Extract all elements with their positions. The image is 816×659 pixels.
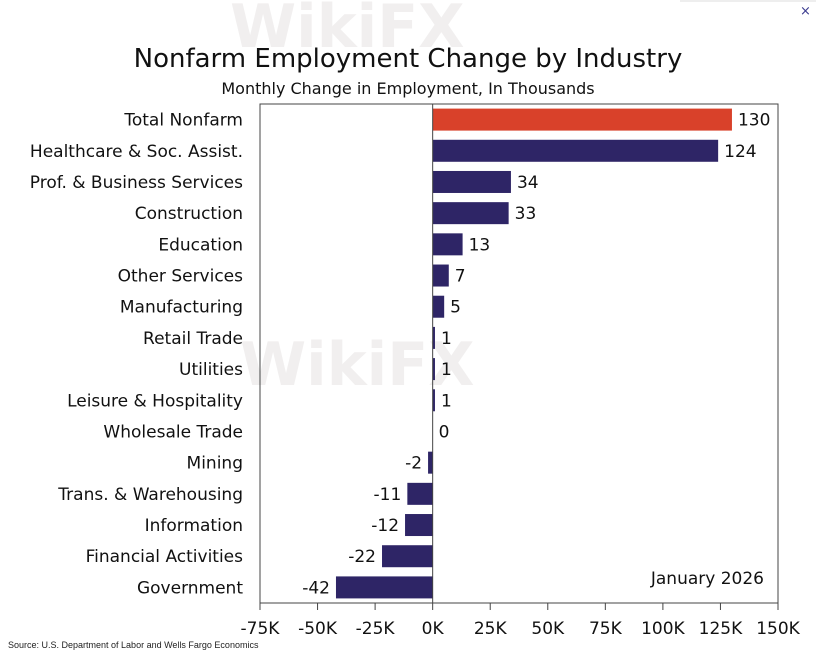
x-tick-label: 75K — [589, 619, 623, 639]
x-tick-label: -75K — [241, 619, 281, 639]
data-label: 1 — [441, 329, 452, 349]
category-label: Prof. & Business Services — [30, 173, 243, 193]
category-label: Leisure & Hospitality — [67, 391, 243, 411]
date-annotation: January 2026 — [650, 569, 764, 589]
bar-utilities — [432, 358, 435, 381]
x-tick-label: 125K — [699, 619, 743, 639]
x-tick-label: 25K — [474, 619, 508, 639]
category-label: Healthcare & Soc. Assist. — [30, 142, 243, 162]
data-label: 0 — [439, 422, 450, 442]
watermark: WikiFX — [230, 0, 465, 62]
data-label: -22 — [348, 547, 376, 567]
category-label: Information — [145, 516, 243, 536]
data-label: -12 — [371, 516, 399, 536]
data-label: 130 — [738, 111, 770, 131]
category-label: Government — [137, 578, 243, 598]
data-label: -2 — [405, 454, 422, 474]
bar-trans-warehousing — [407, 482, 433, 505]
category-label: Other Services — [118, 267, 244, 287]
data-label: 1 — [441, 391, 452, 411]
data-label: 7 — [455, 267, 466, 287]
data-label: 34 — [517, 173, 539, 193]
plot-frame — [259, 103, 779, 604]
category-label: Wholesale Trade — [103, 422, 243, 442]
x-tick-label: 50K — [531, 619, 565, 639]
x-tick-label: -50K — [298, 619, 338, 639]
bar-information — [405, 514, 433, 537]
bar-retail-trade — [432, 326, 435, 349]
category-label: Education — [158, 235, 243, 255]
data-label: 5 — [450, 298, 461, 318]
chart-subtitle: Monthly Change in Employment, In Thousan… — [221, 79, 595, 98]
bar-construction — [432, 202, 509, 225]
x-tick-label: 150K — [756, 619, 800, 639]
x-tick-label: 0K — [422, 619, 445, 639]
top-border — [680, 0, 816, 2]
bar-financial-activities — [382, 545, 433, 568]
bar-total-nonfarm — [432, 108, 732, 131]
watermark: WikiFX — [240, 330, 475, 400]
close-icon[interactable]: × — [800, 4, 811, 19]
category-label: Construction — [135, 204, 243, 224]
bar-manufacturing — [432, 295, 445, 318]
category-label: Financial Activities — [86, 547, 244, 567]
bar-government — [335, 576, 433, 599]
category-label: Utilities — [179, 360, 243, 380]
bar-mining — [428, 451, 433, 474]
bar-leisure-hospitality — [432, 389, 435, 412]
data-label: -42 — [302, 578, 330, 598]
bar-education — [432, 233, 463, 256]
x-tick-label: -25K — [356, 619, 396, 639]
data-label: 33 — [515, 204, 537, 224]
x-tick-label: 100K — [641, 619, 685, 639]
bar-other-services — [432, 264, 449, 287]
source-note: Source: U.S. Department of Labor and Wel… — [8, 640, 259, 650]
category-label: Mining — [187, 454, 243, 474]
data-label: 13 — [469, 235, 491, 255]
bar-prof-business-services — [432, 170, 511, 193]
data-label: 124 — [724, 142, 756, 162]
data-label: 1 — [441, 360, 452, 380]
bar-healthcare-soc-assist- — [432, 139, 719, 162]
data-label: -11 — [374, 485, 402, 505]
chart-title: Nonfarm Employment Change by Industry — [133, 44, 683, 74]
category-label: Trans. & Warehousing — [57, 485, 243, 505]
category-label: Total Nonfarm — [123, 111, 243, 131]
category-label: Retail Trade — [143, 329, 243, 349]
category-label: Manufacturing — [120, 298, 243, 318]
